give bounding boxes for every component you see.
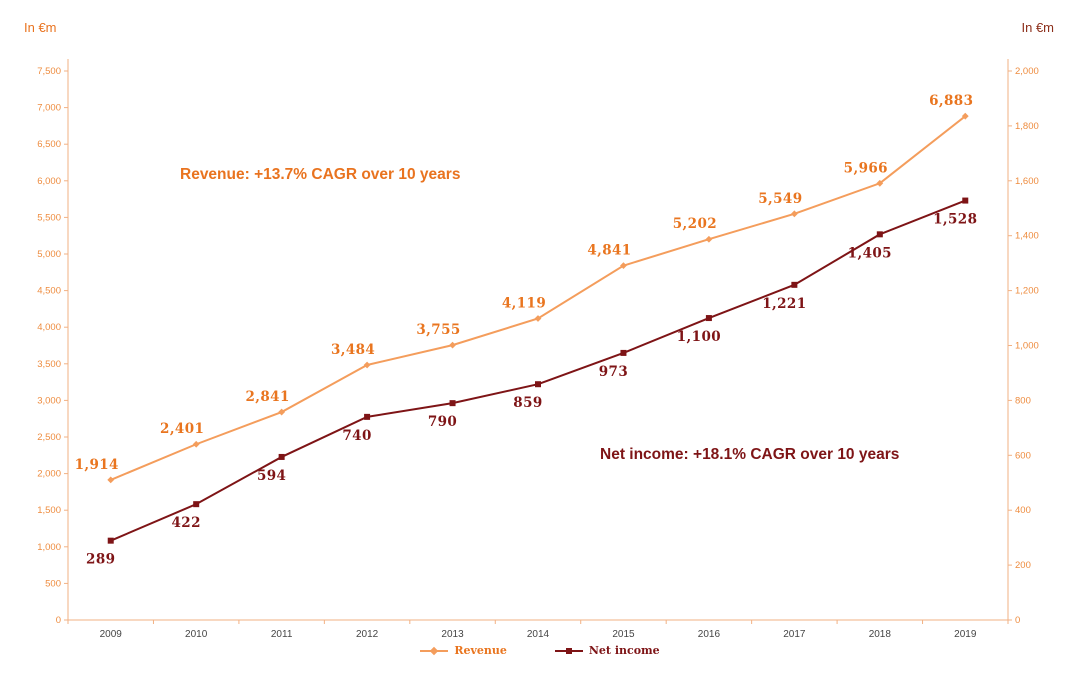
- svg-text:594: 594: [257, 468, 286, 484]
- svg-text:1,914: 1,914: [75, 457, 119, 473]
- svg-text:1,000: 1,000: [37, 542, 61, 553]
- svg-text:4,500: 4,500: [37, 286, 61, 297]
- svg-text:1,221: 1,221: [762, 296, 806, 312]
- net-income-cagr-annotation: Net income: +18.1% CAGR over 10 years: [600, 446, 900, 463]
- svg-text:5,000: 5,000: [37, 249, 61, 260]
- svg-text:1,405: 1,405: [848, 245, 892, 261]
- svg-text:2012: 2012: [356, 629, 379, 640]
- svg-text:800: 800: [1015, 395, 1031, 406]
- svg-text:1,600: 1,600: [1015, 176, 1039, 187]
- svg-text:2018: 2018: [869, 629, 892, 640]
- svg-text:6,000: 6,000: [37, 176, 61, 187]
- svg-text:1,800: 1,800: [1015, 121, 1039, 132]
- svg-text:2,000: 2,000: [1015, 66, 1039, 77]
- svg-text:2009: 2009: [100, 629, 123, 640]
- svg-text:3,755: 3,755: [416, 322, 460, 338]
- legend-item-net-income: Net income: [554, 644, 660, 657]
- svg-text:6,500: 6,500: [37, 139, 61, 150]
- svg-text:400: 400: [1015, 505, 1031, 516]
- legend-item-revenue: Revenue: [420, 644, 507, 657]
- svg-text:200: 200: [1015, 560, 1031, 571]
- svg-text:5,549: 5,549: [758, 191, 802, 207]
- svg-text:1,500: 1,500: [37, 505, 61, 516]
- revenue-cagr-annotation: Revenue: +13.7% CAGR over 10 years: [180, 166, 461, 183]
- svg-text:2016: 2016: [698, 629, 721, 640]
- svg-text:1,100: 1,100: [677, 329, 721, 345]
- svg-text:3,500: 3,500: [37, 359, 61, 370]
- svg-text:289: 289: [86, 552, 115, 568]
- legend: Revenue Net income: [0, 644, 1080, 657]
- svg-text:2015: 2015: [612, 629, 635, 640]
- svg-text:2014: 2014: [527, 629, 550, 640]
- svg-text:973: 973: [599, 364, 628, 380]
- svg-text:1,400: 1,400: [1015, 231, 1039, 242]
- svg-text:7,500: 7,500: [37, 66, 61, 77]
- svg-text:2010: 2010: [185, 629, 208, 640]
- svg-text:6,883: 6,883: [929, 93, 973, 109]
- svg-text:3,000: 3,000: [37, 395, 61, 406]
- svg-text:2,841: 2,841: [245, 389, 289, 405]
- right-axis-title: In €m: [1021, 20, 1054, 35]
- svg-text:859: 859: [513, 395, 542, 411]
- svg-text:4,841: 4,841: [587, 243, 631, 259]
- legend-label-revenue: Revenue: [454, 644, 507, 657]
- svg-text:2013: 2013: [441, 629, 464, 640]
- svg-text:740: 740: [342, 428, 371, 444]
- svg-text:2019: 2019: [954, 629, 977, 640]
- svg-text:500: 500: [45, 578, 61, 589]
- svg-text:3,484: 3,484: [331, 342, 375, 358]
- svg-text:2,000: 2,000: [37, 469, 61, 480]
- left-axis-title: In €m: [24, 20, 57, 35]
- svg-text:2017: 2017: [783, 629, 806, 640]
- svg-text:1,200: 1,200: [1015, 286, 1039, 297]
- svg-text:2011: 2011: [271, 629, 293, 640]
- svg-text:2,500: 2,500: [37, 432, 61, 443]
- svg-text:4,119: 4,119: [502, 295, 546, 311]
- svg-text:5,966: 5,966: [844, 160, 888, 176]
- svg-text:7,000: 7,000: [37, 103, 61, 114]
- svg-text:790: 790: [428, 414, 457, 430]
- svg-text:422: 422: [171, 515, 200, 531]
- svg-text:2,401: 2,401: [160, 421, 204, 437]
- svg-text:1,528: 1,528: [933, 212, 977, 228]
- svg-text:4,000: 4,000: [37, 322, 61, 333]
- svg-text:0: 0: [1015, 615, 1020, 626]
- svg-text:5,500: 5,500: [37, 212, 61, 223]
- svg-text:0: 0: [56, 615, 61, 626]
- net-income-line-marker-icon: [554, 647, 583, 654]
- revenue-line-marker-icon: [420, 646, 449, 655]
- svg-text:5,202: 5,202: [673, 216, 717, 232]
- legend-label-net-income: Net income: [588, 644, 660, 657]
- svg-text:600: 600: [1015, 450, 1031, 461]
- svg-text:1,000: 1,000: [1015, 341, 1039, 352]
